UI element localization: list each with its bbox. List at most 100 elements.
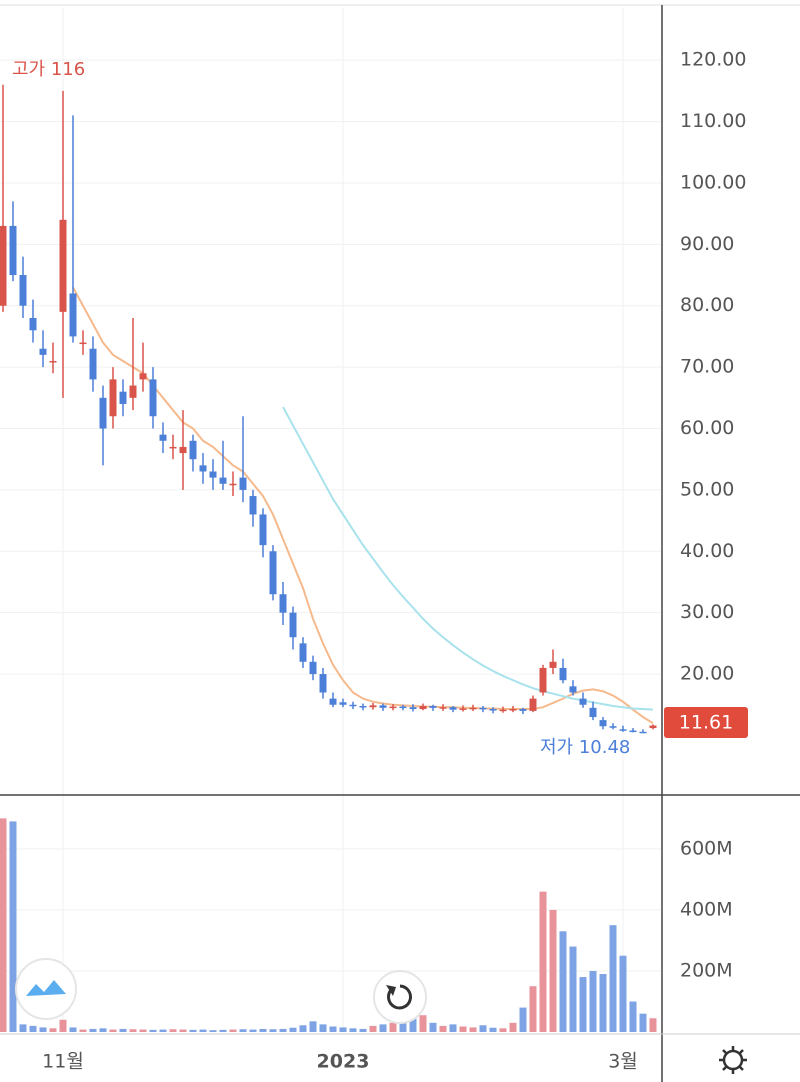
candle-body [269,551,277,595]
candle-body [389,706,397,709]
volume-bar [39,1027,47,1032]
y-tick-label: 80.00 [680,294,734,316]
candle-body [519,709,527,711]
gear-teeth [719,1046,747,1074]
volume-bar [359,1028,367,1032]
volume-bar [209,1030,217,1032]
volume-bar [79,1029,87,1032]
candle-body [349,704,357,707]
candle-body [619,729,627,731]
candle-body [459,708,467,710]
candle-body [429,705,437,708]
candle-body [139,373,147,380]
volume-bar [199,1029,207,1032]
logo-button[interactable] [15,958,77,1020]
candle-body [89,348,97,380]
settings-button[interactable] [719,1046,747,1074]
candle-body [539,667,547,693]
volume-bar [89,1028,97,1032]
volume-bar [599,974,607,1032]
last-price-box [664,707,748,738]
volume-bar [309,1021,317,1032]
candle-body [189,440,197,460]
y-tick-label: 60.00 [680,417,734,439]
volume-bar [509,1022,517,1032]
volume-bar [569,946,577,1032]
candle-body [489,709,497,711]
candle-body [509,709,517,711]
volume-bar [469,1027,477,1032]
volume-bar [399,1019,407,1032]
y-tick-label: 100.00 [680,171,746,193]
volume-bar [629,1001,637,1032]
candle-body [479,707,487,710]
candle-body [379,705,387,708]
volume-bar [0,818,7,1032]
y-tick-label: 40.00 [680,540,734,562]
candle-body [129,385,137,398]
volume-bar [529,986,537,1032]
volume-bar [289,1027,297,1032]
candle-body [279,594,287,613]
y-tick-label: 120.00 [680,49,746,71]
volume-bar [219,1029,227,1032]
volume-bar [169,1029,177,1032]
volume-bar [519,1007,527,1032]
reset-arrow [386,985,396,996]
volume-bar [159,1029,167,1032]
candle-body [79,342,87,345]
reset-button[interactable] [373,970,427,1024]
reset-circle[interactable] [373,970,427,1024]
candle-body [329,698,337,705]
candle-body [229,483,237,486]
volume-bar [279,1028,287,1032]
candle-body [59,219,67,312]
volume-bar [349,1028,357,1032]
volume-bar [229,1029,237,1032]
volume-bar [69,1027,77,1032]
candle-body [399,706,407,709]
volume-bar [499,1028,507,1032]
candle-body [579,698,587,705]
y-tick-label: 70.00 [680,356,734,378]
plot [0,84,657,1032]
volume-bar [329,1026,337,1032]
candle-body [499,709,507,712]
candle-body [339,702,347,705]
volume-bar [239,1029,247,1032]
volume-bar [109,1029,117,1032]
y-tick-label: 110.00 [680,110,746,132]
candle-body [29,318,37,331]
volume-bar [189,1029,197,1032]
x-tick-label: 2023 [317,1051,370,1073]
y-tick-label: 50.00 [680,478,734,500]
volume-bar [459,1026,467,1032]
candle-body [19,275,27,306]
candle-body [569,686,577,693]
volume-bar [299,1025,307,1032]
volume-bar [439,1025,447,1032]
candle-body [0,225,7,306]
volume-bar [549,909,557,1032]
candle-body [589,707,597,718]
x-tick-label: 3월 [608,1051,638,1073]
candle-body [259,514,267,546]
candle-body [309,661,317,675]
volume-bar [269,1029,277,1032]
volume-bar [29,1025,37,1032]
volume-bar [119,1028,127,1032]
candle-body [99,397,107,429]
candle-body [209,471,217,478]
candle-body [249,496,257,515]
logo-circle[interactable] [15,958,77,1020]
last-price-label: 11.61 [679,712,733,734]
candle-body [9,225,17,276]
candle-body [639,731,647,734]
volume-bar [149,1029,157,1032]
volume-bar [319,1024,327,1032]
volume-bar [589,970,597,1032]
candle-body [149,379,157,417]
volume-bar [409,1018,417,1032]
